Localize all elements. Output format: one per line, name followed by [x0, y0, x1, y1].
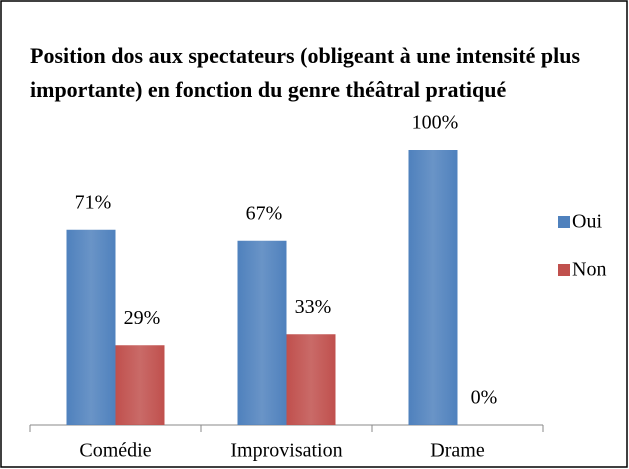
x-tick-label: Comédie — [79, 440, 151, 462]
bar — [115, 345, 165, 425]
bar — [286, 334, 336, 425]
bar — [66, 229, 116, 425]
legend-swatch — [558, 216, 570, 228]
data-label: 71% — [75, 191, 112, 213]
bar — [237, 240, 287, 425]
legend-label: Oui — [572, 211, 602, 233]
chart-title: Position dos aux spectateurs (obligeant … — [30, 43, 580, 102]
data-label: 100% — [412, 112, 459, 134]
data-label: 0% — [471, 387, 498, 409]
legend-swatch — [558, 264, 570, 276]
x-tick-label: Drame — [430, 440, 485, 462]
data-label: 33% — [295, 296, 332, 318]
x-tick-label: Improvisation — [230, 440, 342, 462]
bar — [408, 150, 458, 425]
legend-label: Non — [572, 259, 606, 281]
data-label: 29% — [124, 307, 161, 329]
data-label: 67% — [246, 202, 283, 224]
